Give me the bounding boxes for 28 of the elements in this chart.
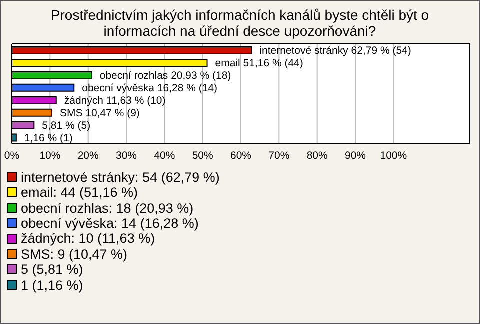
legend-label: email: 44 (51,16 %) — [21, 185, 138, 201]
x-tick-label: 80% — [306, 150, 328, 162]
legend-label: SMS: 9 (10,47 %) — [21, 246, 128, 262]
x-tick-label: 20% — [78, 150, 99, 162]
x-tick-label: 70% — [268, 150, 290, 162]
x-tick-label: 100% — [380, 150, 408, 162]
data-label: obecní rozhlas 20,93 % (18) — [100, 70, 232, 82]
data-label: internetové stránky 62,79 % (54) — [260, 45, 412, 57]
x-tick-label: 40% — [154, 150, 176, 162]
data-label: obecní vývěska 16,28 % (14) — [82, 82, 218, 94]
x-tick-label: 60% — [230, 150, 252, 162]
legend-label: obecní vývěska: 14 (16,28 %) — [21, 216, 199, 232]
legend-label: 1 (1,16 %) — [21, 278, 84, 293]
data-label: email 51,16 % (44) — [215, 57, 304, 70]
legend-label: internetové stránky: 54 (62,79 %) — [21, 170, 220, 186]
data-label: SMS 10,47 % (9) — [60, 107, 140, 120]
x-tick-label: 90% — [344, 150, 366, 162]
data-label: žádných 11,63 % (10) — [64, 94, 166, 107]
data-label: 5,81 % (5) — [42, 120, 91, 132]
data-label: 1,16 % (1) — [24, 132, 73, 144]
legend-label: 5 (5,81 %) — [21, 262, 84, 278]
legend-label: žádných: 10 (11,63 %) — [21, 231, 156, 247]
x-tick-label: 30% — [116, 150, 138, 162]
x-tick-label: 10% — [40, 150, 61, 162]
x-tick-label: 50% — [192, 150, 214, 162]
x-tick-label: 0% — [4, 150, 20, 162]
legend-label: obecní rozhlas: 18 (20,93 %) — [21, 200, 194, 216]
chart-title: Prostřednictvím jakých informačních kanálů byste chtěli být o informacích na úřední desce upozorňováni? — [50, 6, 430, 39]
